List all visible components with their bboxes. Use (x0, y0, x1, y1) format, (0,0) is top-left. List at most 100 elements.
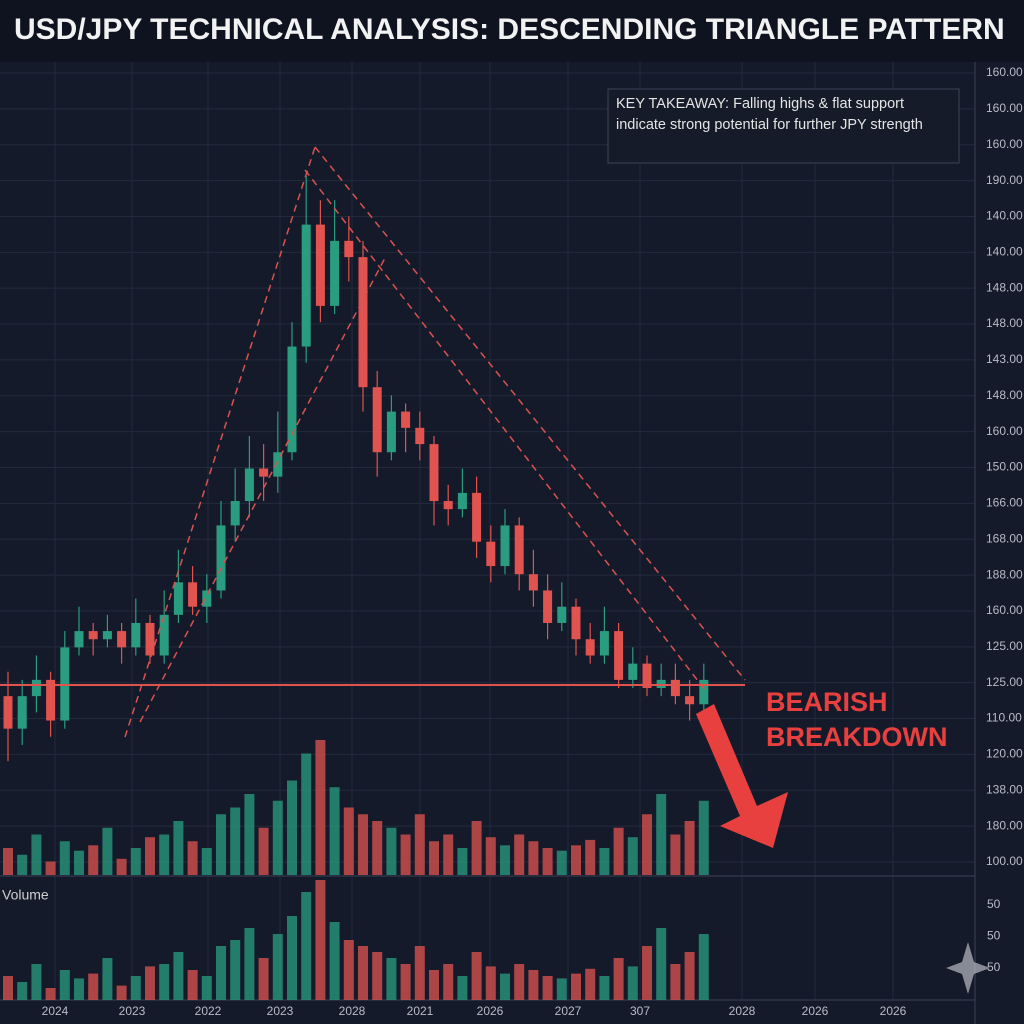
candle-body (102, 631, 112, 640)
volume-bar (173, 821, 184, 875)
watermark (946, 942, 990, 994)
y-tick-label: 140.00 (986, 209, 1023, 223)
volume-bar (159, 964, 170, 1000)
volume-bar (301, 753, 312, 875)
y-tick-label: 143.00 (986, 352, 1023, 366)
x-tick-label: 2024 (42, 1004, 69, 1018)
volume-bar (74, 978, 84, 1000)
candle-body (188, 582, 198, 607)
candle-body (443, 501, 453, 510)
candles (3, 175, 709, 762)
volume-bar (542, 848, 553, 875)
candle-body (685, 696, 695, 705)
volume-tick-label: 50 (987, 929, 1001, 943)
chart-title: USD/JPY TECHNICAL ANALYSIS: DESCENDING T… (14, 13, 1005, 46)
breakdown-arrow (696, 704, 788, 848)
candle-body (315, 224, 325, 306)
volume-bar (173, 952, 184, 1000)
volume-bar (443, 834, 454, 875)
candle-body (642, 663, 652, 689)
candle-body (656, 679, 666, 689)
candle-body (244, 468, 254, 502)
volume-bar (571, 973, 581, 1000)
y-tick-label: 160.00 (986, 424, 1023, 438)
callout: BREAKDOWN (766, 722, 948, 752)
y-tick-label: 125.00 (986, 675, 1023, 689)
volume-bar (301, 892, 312, 1000)
volume-bar (216, 946, 226, 1000)
volume-bar (443, 964, 454, 1000)
volume-bar (102, 827, 113, 875)
candle-body (514, 525, 524, 575)
volume-bar (684, 952, 695, 1000)
volume-bar (230, 940, 241, 1000)
volume-label: Volume (2, 887, 49, 903)
volume-bar (17, 982, 28, 1000)
candle-body (259, 468, 269, 477)
candle-body (301, 224, 311, 347)
volume-bar (485, 837, 496, 875)
volume-bar (17, 854, 28, 875)
volume-bar (414, 814, 425, 875)
candle-body (372, 387, 382, 453)
candle-body (585, 639, 595, 656)
volume-bar (201, 848, 212, 875)
y-tick-label: 160.00 (986, 65, 1023, 79)
volume-bar (457, 848, 468, 875)
volume-bar (343, 807, 354, 875)
volume-bar (585, 968, 596, 1000)
volume-bar (187, 970, 198, 1000)
trendlines (124, 146, 746, 738)
candle-body (557, 606, 567, 623)
y-tick-label: 110.00 (986, 711, 1022, 725)
y-tick-label: 150.00 (986, 460, 1023, 474)
candle-body (429, 444, 439, 502)
candle-body (60, 647, 70, 721)
volume-bar (485, 966, 496, 1000)
x-tick-label: 2027 (555, 1004, 582, 1018)
volume-bar (201, 976, 212, 1000)
volume-bar (31, 964, 42, 1000)
volume-bar (414, 946, 425, 1000)
volume-bar (130, 848, 141, 875)
volume-bar (244, 928, 255, 1000)
volume-bar (514, 834, 525, 875)
volume-bar (258, 958, 269, 1000)
volume-panel (3, 880, 709, 1000)
volume-bar (59, 970, 70, 1000)
volume-bar (216, 814, 226, 875)
y-tick-label: 120.00 (986, 747, 1023, 761)
volume-bar (287, 916, 297, 1000)
candle-body (17, 696, 27, 729)
candle-body (699, 679, 709, 705)
y-tick-label: 166.00 (986, 496, 1023, 510)
y-tick-label: 160.00 (986, 603, 1023, 617)
volume-bar (3, 976, 13, 1000)
candle-body (46, 679, 56, 721)
x-tick-label: 2026 (477, 1004, 504, 1018)
y-tick-label: 100.00 (986, 854, 1023, 868)
candle-body (457, 492, 467, 510)
x-tick-label: 307 (630, 1004, 650, 1018)
y-tick-label: 180.00 (986, 818, 1023, 832)
candle-body (500, 525, 510, 567)
volume-bar (656, 794, 667, 875)
volume-bar (88, 845, 99, 875)
volume-bar (627, 966, 638, 1000)
volume-bar (500, 973, 510, 1000)
volume-bar (528, 970, 539, 1000)
volume-bar (457, 976, 468, 1000)
volume-bar (613, 958, 624, 1000)
candle-body (472, 492, 482, 542)
annotation-wrap: KEY TAKEAWAY: Falling highs & flat suppo… (616, 96, 923, 133)
volume-bar (500, 845, 510, 875)
y-tick-label: 148.00 (986, 388, 1023, 402)
volume-bar (116, 858, 127, 875)
y-tick-label: 190.00 (986, 173, 1023, 187)
candle-body (528, 574, 538, 591)
volume-bar (642, 946, 652, 1000)
volume-bar (698, 934, 709, 1000)
candle-body (614, 631, 624, 680)
callout: BEARISH (766, 687, 888, 717)
volume-bar (571, 845, 581, 875)
